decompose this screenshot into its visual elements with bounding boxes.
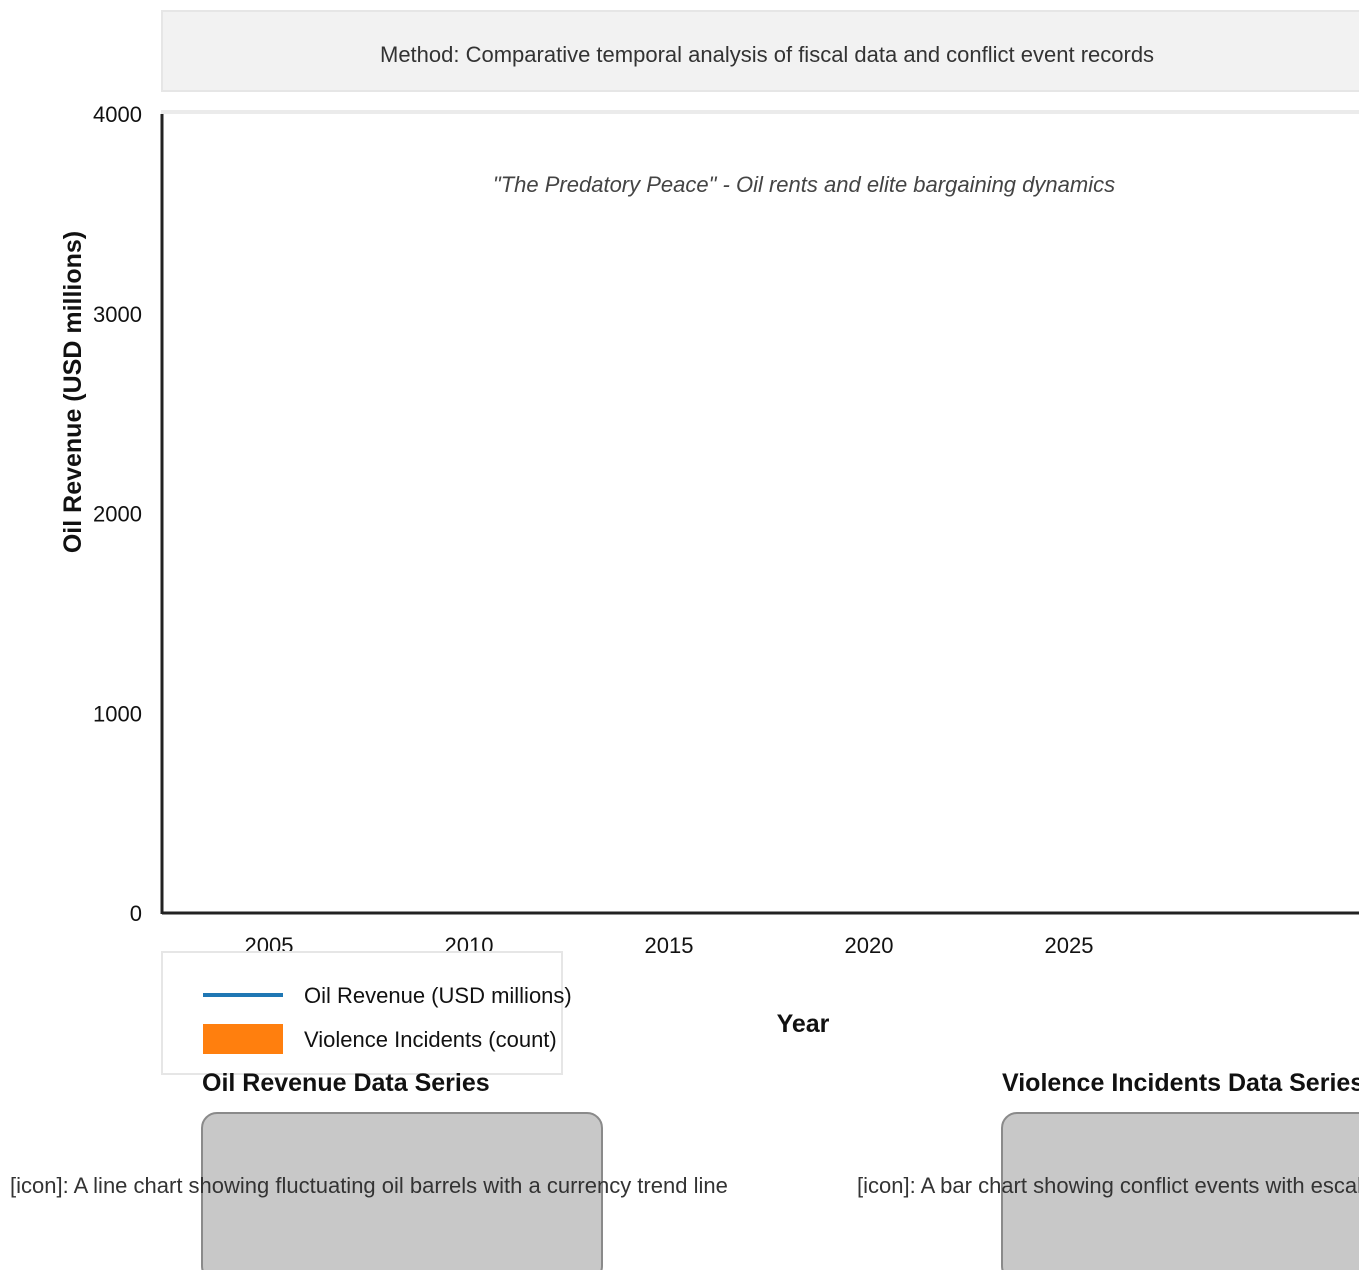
legend-label-oil-revenue: Oil Revenue (USD millions)	[304, 983, 572, 1008]
y-tick-labels: 0 1000 2000 3000 4000	[93, 102, 142, 926]
y-tick-label: 3000	[93, 302, 142, 327]
y-tick-label: 1000	[93, 701, 142, 726]
violence-series-icon-placeholder	[1001, 1112, 1359, 1270]
x-tick-label: 2025	[1045, 933, 1094, 958]
x-axis-label: Year	[777, 1010, 830, 1038]
y-tick-label: 4000	[93, 102, 142, 127]
chart-top-frame	[161, 110, 1359, 114]
oil-series-icon-placeholder	[201, 1112, 603, 1270]
y-tick-label: 2000	[93, 502, 142, 527]
chart-legend: Oil Revenue (USD millions) Violence Inci…	[161, 951, 572, 1075]
oil-series-title: Oil Revenue Data Series	[202, 1069, 490, 1097]
violence-series-title: Violence Incidents Data Series	[1002, 1069, 1359, 1097]
y-axis-label: Oil Revenue (USD millions)	[59, 231, 87, 553]
x-tick-label: 2020	[845, 933, 894, 958]
chart-subtitle: "The Predatory Peace" - Oil rents and el…	[493, 172, 1115, 197]
violence-series-icon-caption: [icon]: A bar chart showing conflict eve…	[857, 1173, 1359, 1198]
x-tick-label: 2015	[645, 933, 694, 958]
legend-swatch-violence-incidents	[203, 1024, 283, 1054]
legend-swatch-oil-revenue	[203, 993, 283, 997]
legend-label-violence-incidents: Violence Incidents (count)	[304, 1027, 557, 1052]
method-banner	[161, 10, 1359, 92]
y-tick-label: 0	[130, 901, 142, 926]
method-text: Method: Comparative temporal analysis of…	[380, 42, 1155, 67]
oil-series-icon-caption: [icon]: A line chart showing fluctuating…	[10, 1173, 728, 1198]
